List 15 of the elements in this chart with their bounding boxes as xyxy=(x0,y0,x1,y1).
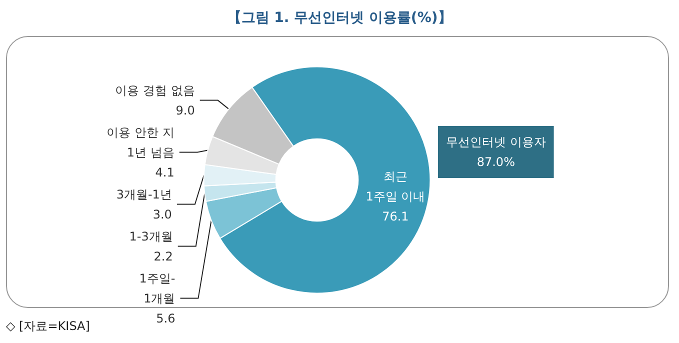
text: 무선인터넷 이용자 87.0% xyxy=(446,135,546,169)
data-label: 2.2 xyxy=(154,249,173,264)
data-label: 9.0 xyxy=(176,103,195,118)
data-label: 3.0 xyxy=(152,207,172,222)
slice-label: 이용 경험 없음 xyxy=(115,83,195,98)
slice-label: 최근 1주일 이내 xyxy=(366,170,426,204)
text: ◇ [자료=KISA] xyxy=(6,319,90,333)
chart-title: 【그림 1. 무선인터넷 이용률(%)】 xyxy=(227,10,452,26)
data-label: 76.1 xyxy=(382,210,409,224)
data-label: 4.1 xyxy=(155,165,174,180)
slice-label: 1주일- 1개월 xyxy=(139,271,176,306)
slice-label: 3개월-1년 xyxy=(116,187,172,202)
data-label: 5.6 xyxy=(156,311,176,326)
slice-label: 이용 안한 지 1년 넘음 xyxy=(106,125,174,160)
slice-label: 1-3개월 xyxy=(129,229,173,244)
